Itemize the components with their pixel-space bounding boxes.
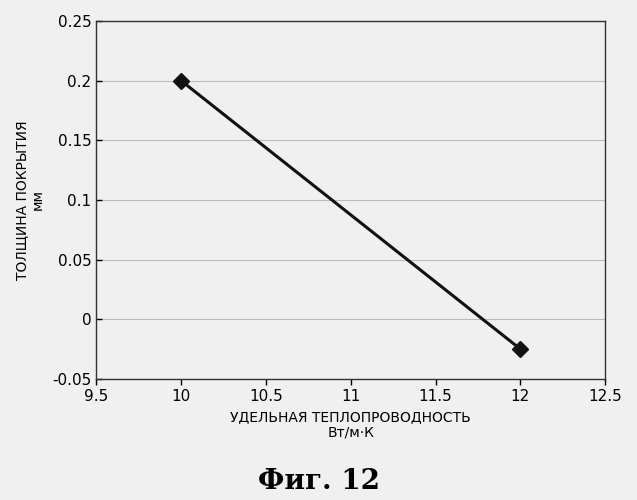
- Text: Фиг. 12: Фиг. 12: [257, 468, 380, 495]
- X-axis label: УДЕЛЬНАЯ ТЕПЛОПРОВОДНОСТЬ
Вт/м·К: УДЕЛЬНАЯ ТЕПЛОПРОВОДНОСТЬ Вт/м·К: [231, 410, 471, 440]
- Y-axis label: ТОЛЩИНА ПОКРЫТИЯ
мм: ТОЛЩИНА ПОКРЫТИЯ мм: [15, 120, 45, 280]
